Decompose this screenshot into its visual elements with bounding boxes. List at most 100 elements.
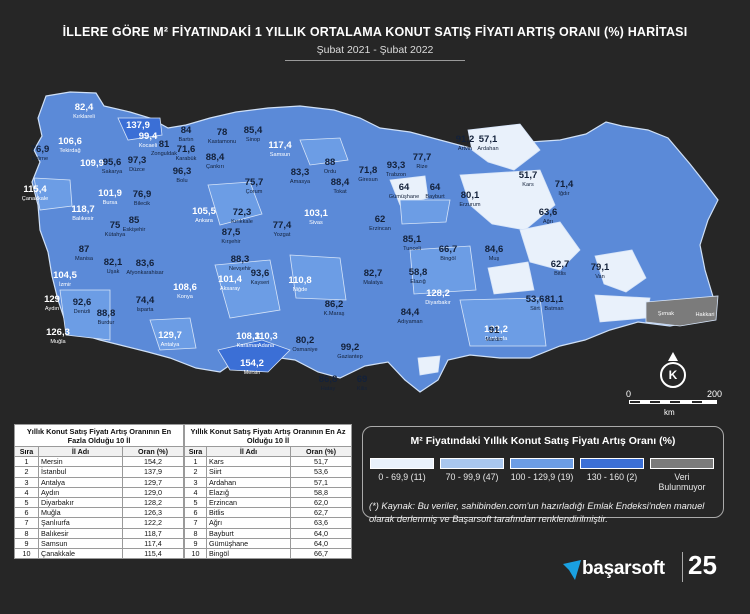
province-value: 109,9 (80, 158, 104, 169)
province-name: Tekirdağ (59, 148, 80, 154)
bottom10-row: 8 Bayburt 64,0 (184, 527, 352, 539)
bottom10-row: 5 Erzincan 62,0 (184, 496, 352, 509)
province-value: 74,4 (136, 295, 155, 306)
province-value: 118,7 (71, 204, 94, 215)
province-value: 85 (129, 215, 140, 226)
basarsoft-logo-icon (563, 560, 581, 580)
province-name: Gaziantep (337, 354, 363, 360)
province-value: 64 (430, 182, 441, 193)
province-name: Edirne (32, 156, 48, 162)
province-value: 88,3 (231, 254, 250, 265)
province-name: Ağrı (543, 219, 554, 225)
top10-cell: 4 (14, 486, 39, 498)
province-name: Aydın (45, 306, 59, 312)
bottom10-cell: 51,7 (290, 456, 352, 468)
province-name: Bingöl (440, 256, 456, 262)
province-value: 110,8 (288, 275, 311, 286)
province-name: Karaman (237, 343, 260, 349)
province-name: Siirt (530, 306, 540, 312)
province-value: 84,6 (485, 244, 504, 255)
province-name: Denizli (74, 309, 91, 315)
compass-letter: K (668, 368, 678, 382)
province-value: 76,9 (133, 189, 152, 200)
province-value: 71,6 (177, 144, 196, 155)
region-bin3-1 (59, 289, 111, 341)
province-name: Rize (416, 164, 427, 170)
province-name: Bilecik (134, 201, 150, 207)
province-name: Kırklareli (73, 114, 95, 120)
province-value: 92,6 (73, 297, 92, 308)
bottom10-row: 4 Elazığ 58,8 (184, 486, 352, 498)
bottom10-cell: Bingöl (206, 547, 291, 560)
region-bin3-9 (399, 199, 451, 225)
province-value: 128,2 (426, 288, 450, 299)
subtitle-underline (285, 60, 465, 61)
bottom10-row: 2 Siirt 53,6 (184, 466, 352, 478)
province-value: 81 (159, 139, 170, 150)
province-name: Amasya (290, 179, 311, 185)
province-name: Kastamonu (208, 139, 236, 145)
province-name: Iğdır (558, 191, 569, 197)
legend-label: 0 - 69,9 (11) (378, 472, 426, 482)
province-value: 106,6 (58, 136, 82, 147)
top10-row: 9 Samsun 117,4 (14, 537, 184, 549)
province-value: 122,2 (484, 324, 508, 335)
province-value: 80,1 (461, 190, 480, 201)
top10-cell: 3 (14, 476, 39, 488)
bottom10-row: 3 Ardahan 57,1 (184, 476, 352, 488)
province-name: Uşak (107, 269, 120, 275)
scale-bar (629, 400, 717, 404)
top10-row: 8 Balıkesir 118,7 (14, 527, 184, 539)
province-name: Bursa (103, 200, 119, 206)
province-name: Gümüşhane (389, 194, 419, 200)
top10-cell: 129,0 (122, 486, 184, 498)
top10-cell: 1 (14, 456, 39, 468)
province-name: Erzurum (459, 202, 480, 208)
logo-divider (682, 552, 683, 582)
province-value: 129 (44, 294, 60, 305)
province-name: Çorum (246, 189, 263, 195)
bottom10-cell: 57,1 (290, 476, 352, 488)
province-name: Çanakkale (22, 196, 48, 202)
province-value: 82,1 (104, 257, 123, 268)
province-value: 95,6 (103, 157, 122, 168)
province-value: 154,2 (240, 358, 264, 369)
province-value: 101,4 (218, 274, 242, 285)
province-name: Trabzon (386, 172, 406, 178)
province-value: 81,1 (545, 294, 564, 305)
province-value: 77,4 (273, 220, 292, 231)
province-value: 88,4 (331, 177, 350, 188)
province-name: Bartın (179, 137, 194, 143)
top10-row: 6 Muğla 126,3 (14, 507, 184, 519)
bottom10-cell: 58,8 (290, 486, 352, 498)
province-name: Kilis (357, 386, 367, 392)
region-bin3-6 (459, 297, 547, 347)
top10-cell: 129,7 (122, 476, 184, 488)
province-value: 57,1 (479, 134, 498, 145)
province-value: 115,4 (23, 184, 47, 195)
province-value: 79,1 (591, 262, 610, 273)
province-name: Diyarbakır (425, 300, 451, 306)
province-name: Karabük (176, 156, 197, 162)
source-note: (*) Kaynak: Bu veriler, sahibinden.com'u… (369, 501, 705, 524)
province-value: 129,7 (158, 330, 182, 341)
top10-cell: 6 (14, 507, 39, 519)
bottom10-cell: Erzincan (206, 496, 291, 509)
province-value: 53,6 (526, 294, 545, 305)
province-value: 82,7 (364, 268, 383, 279)
legend-title: M² Fiyatındaki Yıllık Konut Satış Fiyatı… (410, 435, 676, 447)
province-value: 77,7 (413, 152, 432, 163)
legend-item: 100 - 129,9 (19) (510, 458, 574, 482)
region-bin3-4 (289, 254, 347, 301)
province-name: Adana (258, 343, 275, 349)
province-name: Bayburt (425, 194, 445, 200)
bottom10-cell: 3 (184, 476, 207, 488)
province-value: 99,2 (341, 342, 360, 353)
legend-swatch (650, 458, 714, 469)
province-name: K.Maraş (324, 311, 345, 317)
top10-cell: 137,9 (122, 466, 184, 478)
province-value: 91,2 (456, 134, 475, 145)
top10-cell: 154,2 (122, 456, 184, 468)
top10-cell: Mersin (38, 456, 123, 468)
province-name: Ordu (324, 169, 336, 175)
